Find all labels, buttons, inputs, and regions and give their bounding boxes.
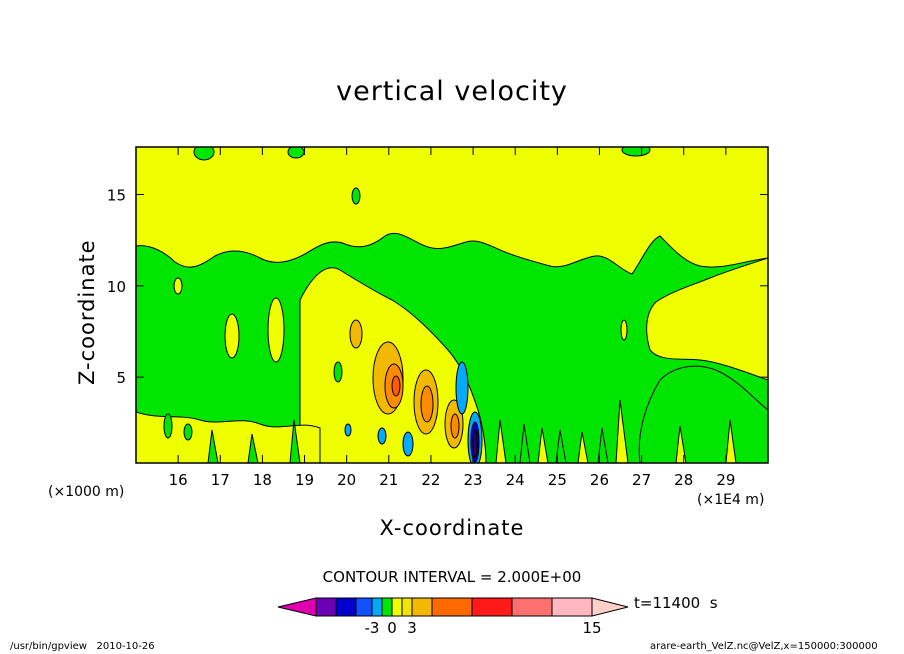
colorbar-swatch <box>355 597 373 617</box>
contour-region-green-top <box>136 232 768 463</box>
contour-region-green-lowright <box>638 365 768 463</box>
y-tick-label: 5 <box>116 369 126 387</box>
colorbar-swatch <box>511 597 553 617</box>
x-axis-ticks: 16 17 18 19 20 21 22 23 24 25 26 27 28 29 <box>169 147 735 489</box>
y-axis-title: Z-coordinate <box>75 239 99 385</box>
colorbar-tick-label: 15 <box>582 619 601 637</box>
y-axis-ticks: 5 10 15 <box>107 186 768 387</box>
chart-title: vertical velocity <box>336 76 568 107</box>
colorbar-swatch <box>381 597 393 617</box>
colorbar-swatch <box>315 597 337 617</box>
time-label: t=11400 s <box>634 594 718 612</box>
x-unit-right: (×1E4 m) <box>697 492 765 508</box>
x-tick-label: 24 <box>506 471 525 489</box>
positive-cell-1 <box>372 341 404 415</box>
x-tick-label: 26 <box>590 471 609 489</box>
x-tick-label: 23 <box>464 471 483 489</box>
contour-region-yellow-bottom <box>136 411 321 463</box>
contour-region-yellow-streaks <box>495 399 737 463</box>
colorbar-swatch <box>551 597 593 617</box>
positive-cell-2 <box>413 369 439 435</box>
plot-frame <box>135 146 769 464</box>
x-tick-label: 22 <box>421 471 440 489</box>
contour-interval-label: CONTOUR INTERVAL = 2.000E+00 <box>322 568 582 586</box>
colorbar: -3 0 3 15 <box>277 597 629 637</box>
colorbar-swatch <box>335 597 357 617</box>
x-unit-left: (×1000 m) <box>48 484 125 500</box>
x-axis-title: X-coordinate <box>379 516 525 540</box>
x-tick-label: 20 <box>337 471 356 489</box>
footer-right: arare-earth_VelZ.nc@VelZ,x=150000:300000 <box>650 641 878 652</box>
x-tick-label: 29 <box>716 471 735 489</box>
contour-field <box>136 147 768 463</box>
colorbar-swatch <box>431 597 473 617</box>
contour-region-green-streaks <box>207 419 609 463</box>
y-tick-label: 15 <box>107 186 126 204</box>
colorbar-under-triangle <box>277 597 317 617</box>
colorbar-swatch <box>401 597 413 617</box>
colorbar-swatch <box>371 597 383 617</box>
colorbar-swatch <box>391 597 403 617</box>
x-tick-label: 27 <box>632 471 651 489</box>
colorbar-tick-label: -3 <box>365 619 380 637</box>
x-tick-label: 17 <box>211 471 230 489</box>
x-tick-label: 28 <box>674 471 693 489</box>
x-tick-label: 19 <box>295 471 314 489</box>
colorbar-tick-label: 3 <box>407 619 417 637</box>
colorbar-over-triangle <box>591 597 629 617</box>
y-tick-label: 10 <box>107 278 126 296</box>
negative-cell-strong <box>467 411 483 463</box>
footer-left: /usr/bin/gpview 2010-10-26 <box>10 641 155 652</box>
colorbar-swatch <box>411 597 433 617</box>
colorbar-tick-label: 0 <box>387 619 397 637</box>
x-tick-label: 18 <box>253 471 272 489</box>
x-tick-label: 16 <box>169 471 188 489</box>
colorbar-swatch <box>471 597 513 617</box>
x-tick-label: 25 <box>548 471 567 489</box>
x-tick-label: 21 <box>379 471 398 489</box>
positive-cell-3 <box>444 399 464 449</box>
contour-region-yellow-right <box>646 257 768 381</box>
